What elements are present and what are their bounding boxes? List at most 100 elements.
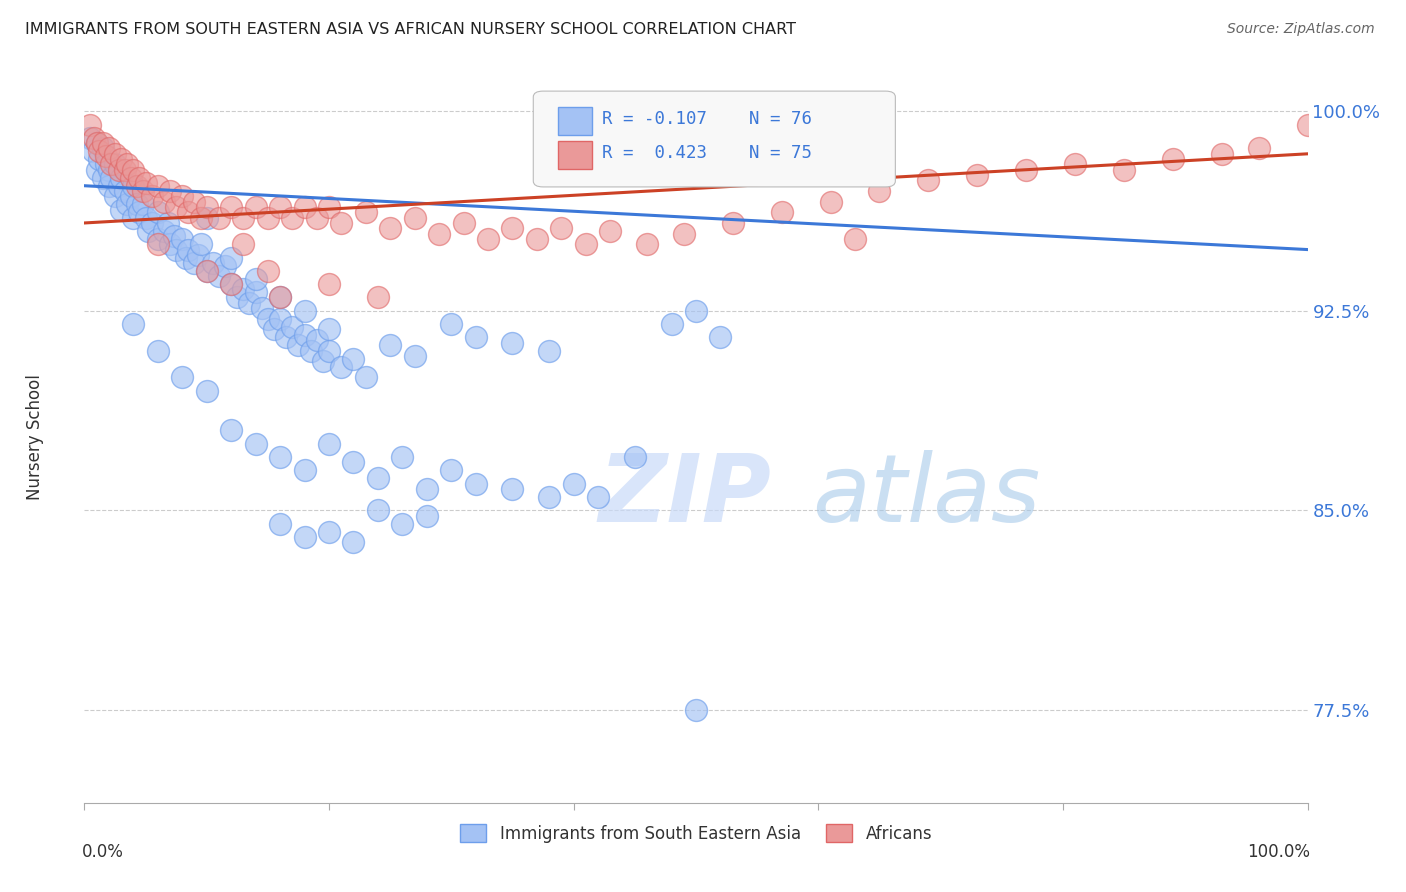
Point — [1064, 157, 1087, 171]
Point — [526, 232, 548, 246]
Point — [294, 327, 316, 342]
Point — [318, 524, 340, 539]
Point — [232, 283, 254, 297]
Point — [219, 200, 242, 214]
Point — [1161, 152, 1184, 166]
Point — [91, 170, 114, 185]
Point — [917, 173, 939, 187]
Point — [624, 450, 647, 464]
Point — [464, 330, 486, 344]
Point — [820, 194, 842, 209]
Legend: Immigrants from South Eastern Asia, Africans: Immigrants from South Eastern Asia, Afri… — [453, 818, 939, 849]
Point — [172, 189, 194, 203]
Point — [91, 136, 114, 151]
Point — [342, 455, 364, 469]
Point — [122, 317, 145, 331]
Point — [269, 290, 291, 304]
Point — [391, 516, 413, 531]
Point — [367, 290, 389, 304]
Point — [263, 322, 285, 336]
Point — [312, 354, 335, 368]
Point — [114, 162, 136, 177]
Point — [538, 490, 561, 504]
Point — [135, 211, 157, 225]
Text: atlas: atlas — [813, 450, 1040, 541]
Point — [190, 211, 212, 225]
Text: Nursery School: Nursery School — [27, 374, 45, 500]
Point — [195, 211, 218, 225]
Point — [172, 232, 194, 246]
Point — [97, 178, 120, 193]
Point — [114, 184, 136, 198]
Point — [770, 205, 793, 219]
Point — [245, 272, 267, 286]
Point — [232, 237, 254, 252]
Point — [110, 170, 132, 185]
Point — [440, 463, 463, 477]
Point — [245, 285, 267, 299]
Point — [685, 303, 707, 318]
Point — [104, 146, 127, 161]
Point — [1247, 141, 1270, 155]
Point — [97, 162, 120, 177]
Point — [107, 162, 129, 177]
Point — [367, 503, 389, 517]
Point — [550, 221, 572, 235]
Point — [294, 463, 316, 477]
Point — [107, 178, 129, 193]
Point — [257, 211, 280, 225]
Point — [269, 311, 291, 326]
Point — [416, 482, 439, 496]
Point — [195, 200, 218, 214]
Point — [502, 221, 524, 235]
Point — [502, 482, 524, 496]
Point — [96, 149, 118, 163]
Point — [120, 170, 142, 185]
Point — [404, 211, 426, 225]
Point — [477, 232, 499, 246]
Point — [122, 162, 145, 177]
Point — [318, 200, 340, 214]
Point — [281, 211, 304, 225]
Point — [318, 322, 340, 336]
Text: R =  0.423    N = 75: R = 0.423 N = 75 — [602, 144, 811, 161]
Point — [86, 136, 108, 151]
Point — [250, 301, 273, 315]
Point — [79, 131, 101, 145]
Point — [122, 178, 145, 193]
Point — [269, 516, 291, 531]
Point — [538, 343, 561, 358]
Point — [141, 189, 163, 203]
Point — [104, 157, 127, 171]
Point — [177, 243, 200, 257]
Point — [83, 131, 105, 145]
Point — [115, 197, 138, 211]
Point — [128, 205, 150, 219]
Point — [153, 194, 176, 209]
Point — [342, 535, 364, 549]
Point — [208, 269, 231, 284]
Text: 0.0%: 0.0% — [82, 843, 124, 861]
Point — [136, 224, 159, 238]
Point — [367, 471, 389, 485]
Point — [195, 384, 218, 398]
Point — [96, 157, 118, 171]
Point — [305, 333, 328, 347]
FancyBboxPatch shape — [558, 107, 592, 135]
Point — [110, 202, 132, 217]
Point — [562, 476, 585, 491]
FancyBboxPatch shape — [558, 141, 592, 169]
Point — [156, 216, 179, 230]
Point — [721, 216, 744, 230]
Point — [219, 424, 242, 438]
Point — [120, 189, 142, 203]
Point — [172, 370, 194, 384]
Text: ZIP: ZIP — [598, 450, 770, 541]
Point — [685, 703, 707, 717]
Text: Source: ZipAtlas.com: Source: ZipAtlas.com — [1227, 22, 1375, 37]
Point — [416, 508, 439, 523]
Point — [636, 237, 658, 252]
Point — [404, 349, 426, 363]
Point — [214, 259, 236, 273]
Point — [153, 224, 176, 238]
